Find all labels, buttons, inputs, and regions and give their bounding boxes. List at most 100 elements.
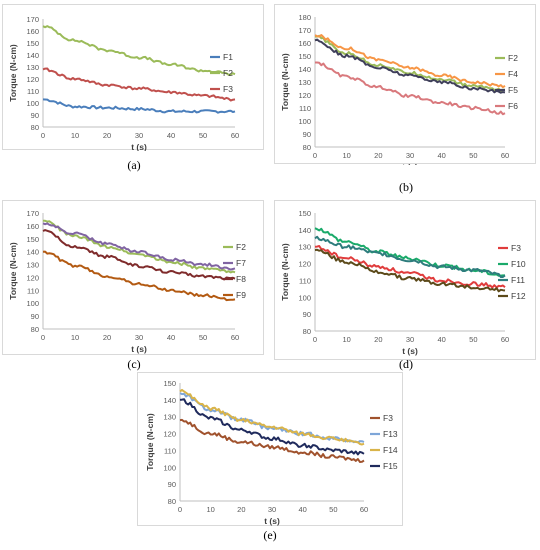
y-tick-label: 100 (26, 299, 39, 308)
series-line-f4 (314, 34, 506, 89)
legend-label: F1 (223, 52, 233, 62)
y-tick-label: 130 (26, 261, 39, 270)
series-line-f6 (315, 61, 506, 116)
y-tick-label: 90 (303, 310, 311, 319)
y-tick-label: 150 (26, 235, 39, 244)
y-tick-label: 120 (163, 430, 176, 439)
x-tick-label: 60 (501, 335, 509, 344)
y-tick-label: 150 (298, 52, 311, 61)
series-line-f15 (179, 398, 365, 456)
legend-label: F2 (508, 53, 518, 63)
y-axis-label: Torque (N-cm) (8, 44, 18, 102)
caption-c: (c) (127, 357, 141, 371)
x-tick-label: 60 (231, 333, 239, 342)
y-tick-label: 100 (26, 99, 39, 108)
series-line-f9 (42, 250, 236, 302)
x-tick-label: 50 (469, 335, 477, 344)
series-line-f3 (42, 67, 236, 102)
y-tick-label: 80 (303, 143, 311, 152)
x-axis-label: t (s) (402, 162, 418, 165)
series-line-f2 (42, 219, 236, 274)
series-line-f2 (42, 25, 236, 76)
y-axis-label: Torque (N-cm) (8, 242, 18, 300)
legend-label: F9 (236, 290, 246, 300)
legend-label: F7 (236, 258, 246, 268)
chart-frame-c: 80 90 100 110 120 130 140 150 160 170 0 10 20 30 40 50 6… (2, 200, 264, 355)
y-axis-label: Torque (N-cm) (145, 413, 155, 471)
y-tick-label: 150 (298, 209, 311, 218)
y-tick-label: 130 (298, 78, 311, 87)
x-tick-label: 30 (268, 505, 276, 514)
x-tick-label: 10 (71, 333, 79, 342)
legend-label: F10 (511, 259, 526, 269)
legend-label: F8 (236, 274, 246, 284)
panel-a: 80 90 100 110 120 130 140 150 160 170 0 10 20 30 40 50 6… (0, 0, 268, 175)
x-tick-label: 40 (437, 335, 445, 344)
series-line-f1 (42, 98, 236, 114)
y-tick-label: 100 (163, 463, 176, 472)
series-line-f11 (314, 235, 506, 278)
x-tick-label: 50 (469, 151, 477, 160)
x-axis-label: t (s) (264, 516, 280, 526)
legend-label: F5 (508, 85, 518, 95)
y-tick-label: 140 (163, 396, 176, 405)
x-tick-label: 10 (342, 151, 350, 160)
chart-frame-b: 80 90 100 110 120 130 140 150 160 170 180 0 10 20 30 40… (274, 4, 536, 172)
y-tick-label: 140 (26, 248, 39, 257)
series-line-f3 (179, 418, 365, 463)
legend-label: F15 (383, 461, 398, 471)
series-line-f14 (179, 388, 365, 446)
x-tick-label: 30 (135, 131, 143, 140)
caption-a: (a) (127, 158, 141, 172)
y-tick-label: 170 (26, 15, 39, 24)
y-tick-label: 180 (298, 13, 311, 22)
y-tick-label: 90 (31, 111, 39, 120)
chart-e: 80 90 100 110 120 130 140 150 0 10 20 30 40 50 60 t (s)… (145, 379, 398, 526)
chart-b: 80 90 100 110 120 130 140 150 160 170 180 0 10 20 30 40… (280, 13, 518, 172)
y-tick-label: 100 (298, 293, 311, 302)
x-tick-label: 30 (406, 151, 414, 160)
y-tick-label: 140 (26, 51, 39, 60)
y-tick-label: 100 (298, 117, 311, 126)
y-tick-label: 150 (163, 379, 176, 388)
y-axis-label: Torque (N-cm) (280, 53, 290, 111)
y-tick-label: 150 (26, 39, 39, 48)
y-tick-label: 120 (298, 91, 311, 100)
caption-e: (e) (263, 528, 277, 542)
legend-label: F12 (511, 291, 526, 301)
legend-label: F4 (508, 69, 518, 79)
caption-d: (d) (399, 357, 413, 371)
panel-e: 80 90 100 110 120 130 140 150 0 10 20 30 40 50 60 t (s)… (135, 370, 405, 550)
y-tick-label: 140 (298, 65, 311, 74)
series-line-f5 (314, 38, 506, 94)
series-line-f12 (314, 248, 506, 293)
x-tick-label: 20 (103, 333, 111, 342)
x-tick-label: 20 (237, 505, 245, 514)
series-line-f10 (314, 227, 505, 277)
x-tick-label: 60 (231, 131, 239, 140)
x-tick-label: 10 (71, 131, 79, 140)
y-tick-label: 90 (168, 480, 176, 489)
legend-label: F14 (383, 445, 398, 455)
y-tick-label: 110 (164, 446, 176, 455)
chart-frame-a: 80 90 100 110 120 130 140 150 160 170 0 10 20 30 40 50 6… (2, 4, 264, 152)
legend-label: F3 (383, 413, 393, 423)
x-tick-label: 0 (313, 335, 317, 344)
y-tick-label: 110 (299, 104, 311, 113)
y-tick-label: 110 (299, 276, 311, 285)
legend-label: F2 (236, 242, 246, 252)
y-tick-label: 120 (298, 260, 311, 269)
x-axis-label: t (s) (131, 344, 147, 354)
x-tick-label: 10 (206, 505, 214, 514)
chart-frame-d: 80 90 100 110 120 130 140 150 0 10 20 30 40 50 60 t (s)… (274, 200, 536, 360)
y-tick-label: 110 (27, 286, 39, 295)
legend-label: F11 (511, 275, 525, 285)
y-tick-label: 160 (26, 27, 39, 36)
panel-d: 80 90 100 110 120 130 140 150 0 10 20 30 40 50 60 t (s)… (272, 195, 540, 375)
x-tick-label: 10 (342, 335, 350, 344)
x-tick-label: 0 (41, 333, 45, 342)
y-tick-label: 120 (26, 75, 39, 84)
chart-c: 80 90 100 110 120 130 140 150 160 170 0 10 20 30 40 50 6… (8, 209, 246, 354)
x-tick-label: 20 (103, 131, 111, 140)
y-tick-label: 170 (26, 209, 39, 218)
